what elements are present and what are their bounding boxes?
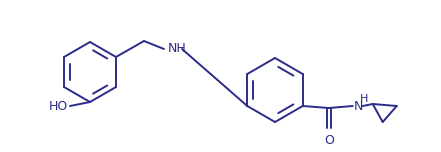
Text: HO: HO: [49, 100, 68, 112]
Text: H: H: [360, 94, 368, 104]
Text: N: N: [354, 100, 363, 112]
Text: O: O: [324, 134, 334, 147]
Text: NH: NH: [168, 43, 187, 55]
